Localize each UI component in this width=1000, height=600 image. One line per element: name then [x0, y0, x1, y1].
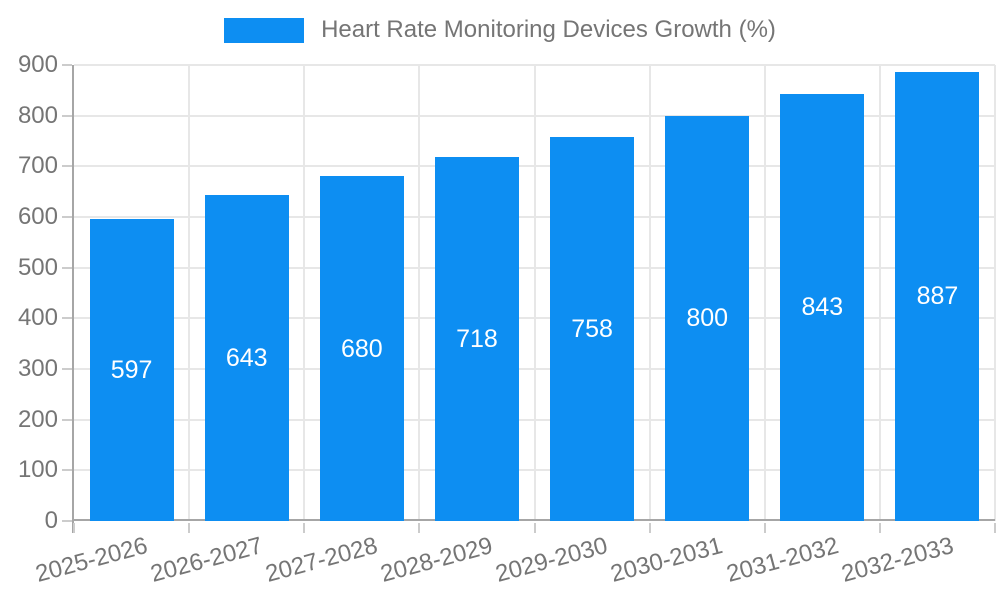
x-axis-tick [188, 523, 191, 533]
bar [204, 195, 289, 521]
bar-value-label: 843 [801, 293, 844, 322]
y-axis-tick [62, 165, 72, 168]
gridline-vertical [418, 65, 421, 521]
bar-value-label: 887 [916, 282, 959, 311]
y-axis-tick [62, 64, 72, 66]
y-axis-label: 700 [17, 152, 58, 180]
y-axis-label: 100 [17, 456, 58, 484]
bar-value-label: 597 [110, 355, 153, 384]
bar [434, 157, 519, 521]
bar [550, 136, 635, 521]
bar [780, 93, 865, 521]
y-axis-label: 500 [17, 253, 58, 281]
plot-area: 597 643 680 718 758 800 843 887 [62, 64, 996, 533]
y-axis-tick [62, 418, 72, 421]
legend-swatch [224, 17, 305, 43]
x-axis-label: 2032-2033 [838, 532, 957, 588]
y-axis-tick [62, 469, 72, 472]
x-axis-tick [303, 523, 306, 533]
gridline-vertical [533, 65, 536, 521]
gridline-vertical [188, 65, 191, 521]
bar-value-label: 800 [686, 304, 729, 333]
x-axis-label: 2026-2027 [147, 532, 266, 588]
bar-value-label: 718 [456, 325, 498, 354]
y-axis-label: 0 [44, 507, 58, 534]
bar-value-label: 680 [340, 334, 383, 363]
y-axis-label: 300 [17, 355, 58, 382]
bar-value-label: 643 [225, 344, 268, 373]
legend-label: Heart Rate Monitoring Devices Growth (%) [321, 16, 776, 43]
x-axis-label: 2030-2031 [608, 532, 726, 588]
bar [895, 71, 980, 521]
y-axis-tick [62, 216, 72, 218]
x-axis-label: 2028-2029 [377, 532, 496, 588]
y-axis-tick [62, 368, 72, 370]
bar [319, 176, 404, 521]
x-axis-label: 2025-2026 [32, 532, 151, 588]
y-axis-label: 400 [17, 304, 58, 332]
y-axis-label: 800 [17, 101, 58, 129]
x-axis-tick [533, 523, 536, 533]
y-axis-label: 600 [17, 203, 58, 230]
x-axis-label: 2029-2030 [492, 532, 611, 588]
x-axis-tick [994, 523, 996, 533]
x-axis-tick [878, 523, 881, 533]
gridline-vertical [878, 65, 881, 521]
bar-value-label: 758 [571, 314, 613, 343]
chart-legend[interactable]: Heart Rate Monitoring Devices Growth (%) [0, 16, 1000, 44]
bar [665, 115, 750, 521]
y-axis-tick [62, 520, 72, 522]
x-axis-tick [648, 523, 651, 533]
x-axis-line [72, 519, 995, 521]
x-axis-tick [763, 523, 766, 533]
x-axis-tick [418, 523, 421, 533]
x-axis-label: 2031-2032 [723, 532, 842, 588]
y-axis-tick [62, 114, 72, 117]
y-axis-label: 900 [17, 51, 58, 78]
y-axis-line [72, 65, 74, 533]
y-axis-tick [62, 317, 72, 320]
x-axis-tick [73, 523, 75, 533]
gridline-vertical [763, 65, 766, 521]
gridline-vertical [648, 65, 651, 521]
bar [89, 218, 174, 521]
gridline-vertical [994, 65, 996, 521]
y-axis-tick [62, 266, 72, 269]
x-axis-label: 2027-2028 [262, 532, 381, 588]
y-axis-label: 200 [17, 405, 58, 433]
gridline-vertical [303, 65, 306, 521]
